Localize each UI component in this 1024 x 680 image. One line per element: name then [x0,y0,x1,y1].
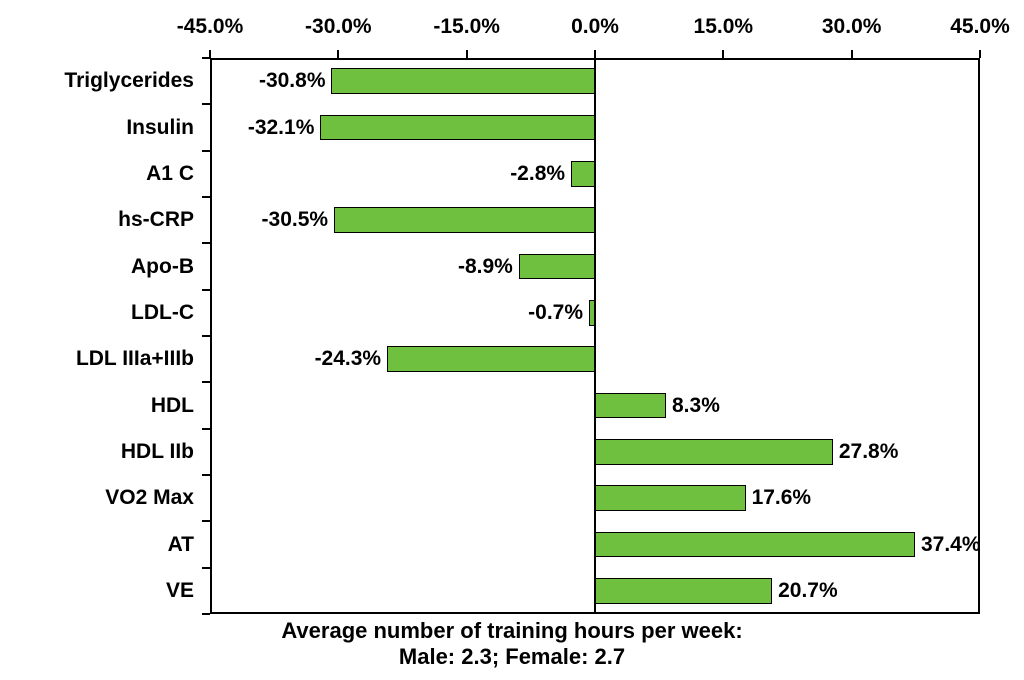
x-tick-label: 15.0% [694,15,754,39]
bar [595,439,833,464]
y-tick-mark [202,567,210,569]
y-tick-mark [202,150,210,152]
bar [595,578,772,603]
bar [595,393,666,418]
x-tick-mark [722,50,724,58]
bar-value-label: 17.6% [752,486,812,510]
y-tick-mark [202,474,210,476]
bar-value-label: 20.7% [778,579,838,603]
x-tick-label: 0.0% [571,15,619,39]
x-tick-label: -45.0% [177,15,244,39]
bar-value-label: -2.8% [510,162,565,186]
y-tick-mark [202,335,210,337]
bar [595,485,746,510]
y-category-label: AT [168,533,194,557]
x-tick-label: -15.0% [433,15,500,39]
y-tick-mark [202,381,210,383]
x-tick-mark [466,50,468,58]
y-category-label: LDL-C [131,301,194,325]
bar [571,161,595,186]
bar-value-label: -32.1% [248,116,315,140]
bar-value-label: 8.3% [672,394,720,418]
bar [589,300,595,325]
y-tick-mark [202,242,210,244]
x-tick-mark [594,50,596,58]
bar-value-label: -0.7% [528,301,583,325]
y-category-label: VE [166,579,194,603]
y-category-label: LDL IIIa+IIIb [76,347,194,371]
bar [519,254,595,279]
x-tick-label: 30.0% [822,15,882,39]
y-category-label: A1 C [146,162,194,186]
caption-line-2: Male: 2.3; Female: 2.7 [0,644,1024,670]
x-tick-mark [851,50,853,58]
bar-value-label: 27.8% [839,440,899,464]
x-tick-mark [337,50,339,58]
bar-value-label: -30.5% [262,208,329,232]
bar-value-label: -8.9% [458,255,513,279]
x-tick-label: -30.0% [305,15,372,39]
bar [334,207,595,232]
bar [320,115,595,140]
y-tick-mark [202,57,210,59]
zero-line [594,58,596,614]
y-tick-mark [202,428,210,430]
y-category-label: HDL IIb [121,440,194,464]
bar-value-label: -24.3% [315,347,382,371]
x-tick-label: 45.0% [950,15,1010,39]
bar-value-label: -30.8% [259,69,326,93]
y-tick-mark [202,103,210,105]
y-category-label: Apo-B [131,255,194,279]
chart-container: -45.0% -30.0% -15.0% 0.0% 15.0% 30.0% 45.0% Tri… [0,0,1024,680]
y-tick-mark [202,289,210,291]
bar [387,346,595,371]
bar [331,68,595,93]
y-category-label: Triglycerides [64,69,194,93]
y-tick-mark [202,196,210,198]
x-tick-mark [979,50,981,58]
y-tick-mark [202,613,210,615]
y-category-label: VO2 Max [105,486,194,510]
caption-line-1: Average number of training hours per wee… [0,618,1024,644]
bar-value-label: 37.4% [921,533,981,557]
y-category-label: HDL [151,394,194,418]
y-category-label: Insulin [126,116,194,140]
bar [595,532,915,557]
y-tick-mark [202,520,210,522]
y-category-label: hs-CRP [118,208,194,232]
